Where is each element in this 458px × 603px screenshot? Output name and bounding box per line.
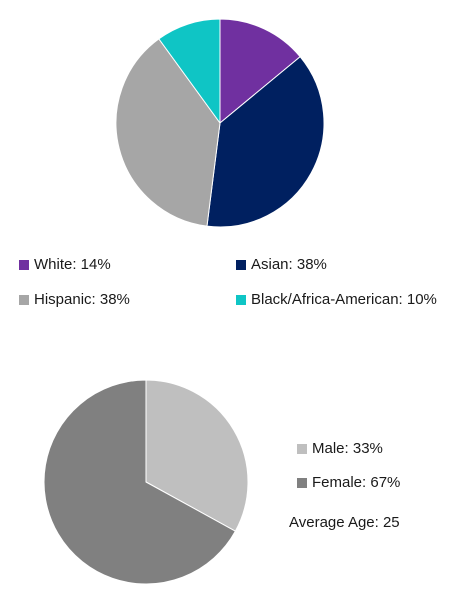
legend-item-male: Male: 33%: [297, 440, 383, 458]
legend-item-white: White: 14%: [19, 256, 111, 274]
average-age-note: Average Age: 25: [289, 514, 400, 531]
legend-label-male: Male: 33%: [312, 440, 383, 457]
legend-swatch-female: [297, 478, 307, 488]
legend-item-asian: Asian: 38%: [236, 256, 327, 274]
ethnicity-pie-slice-0: [219, 18, 301, 125]
legend-label-hispanic: Hispanic: 38%: [34, 291, 130, 308]
legend-swatch-male: [297, 444, 307, 454]
gender-pie-chart: [43, 379, 249, 585]
legend-item-hispanic: Hispanic: 38%: [19, 291, 130, 309]
legend-swatch-black: [236, 295, 246, 305]
legend-swatch-white: [19, 260, 29, 270]
legend-item-female: Female: 67%: [297, 474, 400, 492]
legend-label-white: White: 14%: [34, 256, 111, 273]
legend-label-black: Black/Africa-American: 10%: [251, 291, 437, 308]
ethnicity-pie-slice-3: [158, 18, 221, 125]
ethnicity-pie-slice-1: [206, 56, 325, 228]
ethnicity-pie-slice-2: [115, 38, 221, 227]
gender-pie-slice-0: [145, 379, 249, 532]
legend-swatch-hispanic: [19, 295, 29, 305]
legend-label-female: Female: 67%: [312, 474, 401, 491]
gender-pie-slice-1: [43, 379, 237, 585]
legend-swatch-asian: [236, 260, 246, 270]
legend-item-black: Black/Africa-American: 10%: [236, 291, 437, 309]
ethnicity-pie-chart: [115, 18, 325, 228]
legend-label-asian: Asian: 38%: [251, 256, 327, 273]
